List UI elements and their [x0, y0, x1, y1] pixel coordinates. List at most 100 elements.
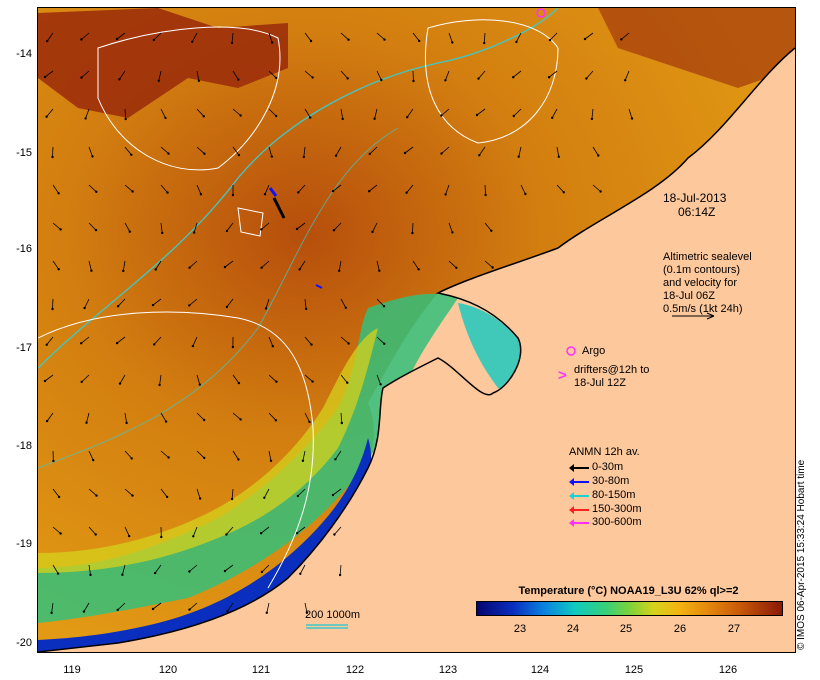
sst-map[interactable]	[37, 7, 796, 653]
velocity-vector	[117, 602, 126, 611]
velocity-vector-head	[265, 611, 268, 614]
velocity-vector-head	[380, 78, 383, 82]
legend-item-label: 300-600m	[592, 516, 642, 528]
velocity-vector-head	[164, 420, 168, 423]
velocity-vector-head	[52, 459, 55, 463]
velocity-vector	[448, 260, 457, 269]
velocity-vector	[412, 70, 414, 82]
velocity-vector-head	[299, 572, 302, 575]
velocity-vector-head	[547, 76, 551, 79]
velocity-vector-head	[157, 79, 160, 82]
velocity-vector-head	[128, 534, 131, 538]
velocity-vector-head	[379, 383, 382, 386]
velocity-vector	[152, 602, 162, 610]
velocity-vector-head	[346, 381, 349, 384]
velocity-vector	[296, 526, 306, 534]
velocity-vector	[159, 374, 162, 385]
velocity-vector	[478, 146, 486, 156]
velocity-vector	[520, 184, 526, 195]
velocity-vector	[478, 70, 486, 79]
velocity-vector	[264, 184, 270, 195]
velocity-vector-head	[269, 459, 273, 462]
velocity-vector	[376, 374, 381, 385]
velocity-vector	[304, 108, 311, 118]
copyright-note: © IMOS 06-Apr-2015 15:33:24 Hobart time	[796, 459, 807, 650]
lat-tick-label: -20	[16, 637, 32, 649]
velocity-vector	[261, 222, 270, 230]
velocity-vector-head	[341, 117, 344, 121]
velocity-vector-head	[153, 343, 156, 346]
velocity-vector	[226, 526, 234, 535]
sst-map-canvas	[38, 8, 795, 652]
velocity-vector	[263, 488, 270, 498]
velocity-vector	[484, 222, 492, 232]
velocity-vector	[52, 260, 60, 270]
velocity-vector-head	[165, 495, 169, 499]
colorbar-title: Temperature (°C) NOAA19_L3U 62% ql>=2	[518, 585, 739, 597]
velocity-vector	[88, 526, 96, 535]
velocity-vector-head	[164, 116, 167, 120]
velocity-vector	[196, 374, 201, 385]
velocity-vector-head	[305, 611, 309, 614]
velocity-vector	[160, 184, 168, 193]
velocity-vector-head	[82, 610, 86, 613]
velocity-vector-head	[440, 114, 443, 117]
velocity-vector	[268, 412, 277, 421]
velocity-vector-head	[599, 190, 602, 193]
velocity-vector-head	[192, 231, 196, 234]
velocity-vector-head	[418, 39, 421, 43]
velocity-vector	[155, 260, 162, 270]
velocity-vector	[412, 222, 414, 234]
velocity-vector-head	[90, 269, 93, 272]
velocity-vector	[376, 260, 380, 271]
velocity-vector	[52, 526, 61, 534]
velocity-vector	[297, 488, 306, 497]
velocity-vector	[586, 70, 594, 79]
velocity-vector-head	[237, 458, 240, 461]
velocity-vector-head	[491, 266, 494, 269]
velocity-vector	[268, 32, 273, 43]
lon-tick-label: 124	[530, 664, 550, 676]
velocity-vector	[52, 146, 54, 158]
velocity-vector-head	[51, 155, 54, 159]
velocity-vector-head	[557, 155, 560, 158]
velocity-vector	[81, 374, 90, 383]
velocity-vector-head	[45, 115, 48, 118]
velocity-vector	[124, 222, 131, 232]
velocity-vector	[299, 260, 306, 270]
colorbar-tick: 23	[513, 623, 527, 635]
velocity-vector	[268, 450, 272, 461]
velocity-vector	[44, 70, 54, 78]
sealevel-contour	[237, 207, 264, 237]
velocity-vector	[448, 32, 453, 43]
velocity-vector-head	[263, 496, 266, 499]
velocity-vector-head	[512, 76, 515, 79]
velocity-vector	[340, 374, 348, 383]
velocity-vector	[160, 450, 169, 458]
velocity-vector-head	[223, 569, 227, 573]
velocity-vector	[333, 222, 342, 231]
lat-tick-label: -19	[16, 538, 32, 550]
velocity-vector	[374, 108, 378, 119]
velocity-vector	[196, 70, 200, 81]
yellow-band	[38, 328, 378, 573]
velocity-vector	[302, 450, 306, 461]
isobath-legend-label: 200 1000m	[305, 609, 361, 621]
colorbar-tick: 24	[566, 623, 580, 635]
velocity-vector	[260, 526, 270, 534]
velocity-vector	[160, 412, 167, 422]
velocity-vector	[268, 108, 277, 117]
velocity-vector	[122, 260, 126, 271]
colorbar	[476, 601, 783, 616]
velocity-vector	[231, 488, 234, 500]
velocity-vector-head	[444, 79, 447, 82]
velocity-vector-head	[151, 303, 155, 307]
velocity-vector-head	[152, 38, 156, 42]
velocity-vector-head	[440, 152, 443, 155]
drifter-label: drifters@12h to	[574, 364, 650, 376]
velocity-vector	[232, 108, 241, 116]
altimetry-line: and velocity for	[663, 277, 737, 289]
velocity-vector	[592, 146, 599, 156]
velocity-vector-head	[118, 382, 122, 385]
velocity-vector-head	[331, 493, 335, 497]
